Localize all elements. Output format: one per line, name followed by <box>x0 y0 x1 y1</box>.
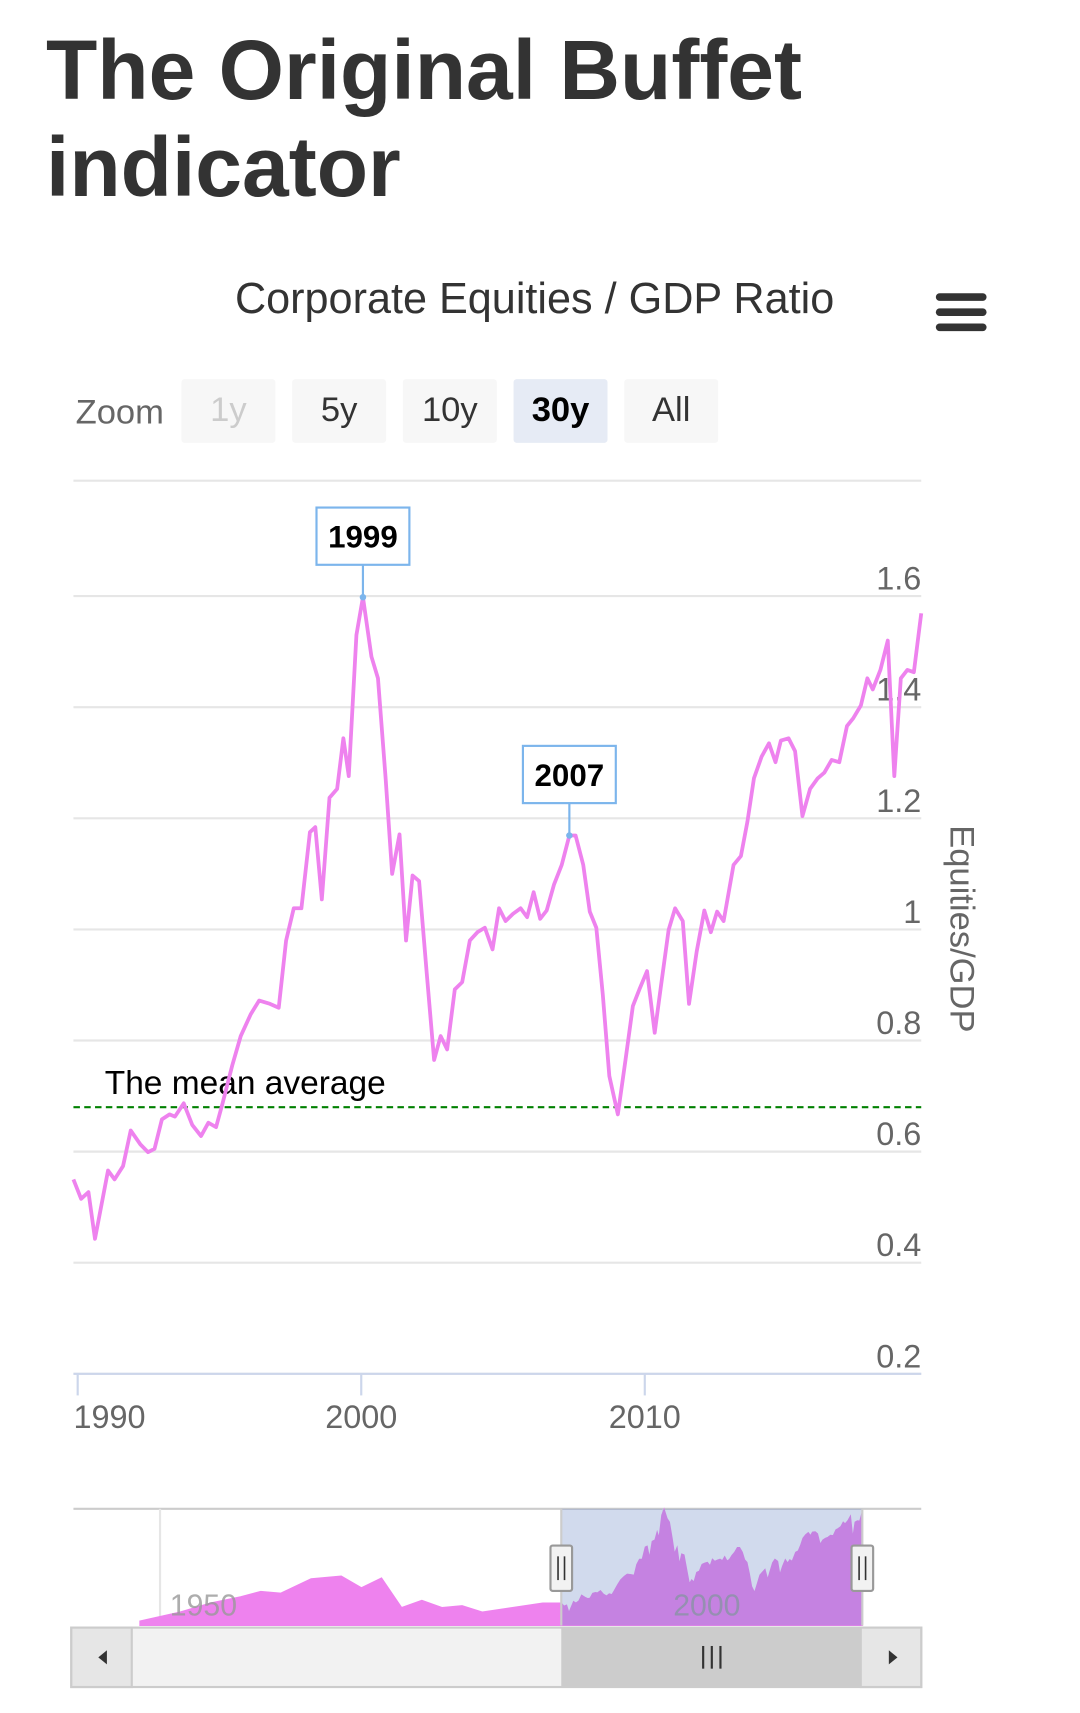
zoom-button[interactable]: 30y <box>513 379 608 443</box>
menu-button[interactable] <box>935 293 987 332</box>
zoom-button-bg <box>292 379 387 443</box>
x-tick-label: 1990 <box>73 1399 145 1435</box>
annotation-box <box>315 506 411 566</box>
scrollbar-arrow <box>888 1650 898 1665</box>
navigator-handle[interactable] <box>850 1544 875 1592</box>
zoom-buttons: 1y 5y 10y 30y All <box>181 379 719 443</box>
annotation-point <box>566 832 573 839</box>
y-axis-title: Equities/GDP <box>942 825 980 1032</box>
navigator-handle-body <box>549 1544 574 1592</box>
zoom-button[interactable]: All <box>624 379 719 443</box>
annotation-point <box>359 593 367 601</box>
mean-line-label: The mean average <box>105 1065 386 1102</box>
chart-title: Corporate Equities / GDP Ratio <box>235 275 834 323</box>
scrollbar-right-button[interactable] <box>859 1626 923 1689</box>
zoom-button-label: 1y <box>210 391 247 429</box>
scrollbar-left-button[interactable] <box>70 1626 133 1689</box>
navigator-selection <box>561 1508 863 1626</box>
annotation-box <box>521 744 617 805</box>
y-tick-label: 0.2 <box>876 1338 921 1374</box>
zoom-button-bg <box>402 379 497 443</box>
annotation-label: 1999 <box>328 520 398 555</box>
series-line <box>71 595 924 1241</box>
x-tick-label: 2010 <box>609 1399 681 1435</box>
y-tick-label: 0.8 <box>876 1005 921 1041</box>
annotation-label: 2007 <box>535 758 605 793</box>
page-title: The Original Buffet indicator <box>46 23 802 214</box>
navigator-handle[interactable] <box>549 1544 574 1592</box>
zoom-button-label: 10y <box>422 391 478 429</box>
navigator-tick-label: 2000 <box>673 1590 740 1623</box>
navigator-area <box>560 1507 863 1626</box>
y-tick-label: 1 <box>903 894 921 930</box>
navigator-handle-body <box>850 1544 875 1592</box>
zoom-button-label: 30y <box>532 391 590 429</box>
plot: The mean average 1999 2007 <box>71 506 924 1241</box>
y-tick-label: 1.6 <box>876 561 921 597</box>
y-tick-label: 0.4 <box>876 1227 921 1263</box>
zoom-button[interactable]: 5y <box>292 379 387 443</box>
y-tick-label: 1.2 <box>876 783 921 819</box>
zoom-button-bg <box>624 379 719 443</box>
scrollbar-arrow <box>98 1650 107 1665</box>
zoom-label: Zoom <box>76 393 164 431</box>
navigator: 1950 2000 <box>70 1507 923 1689</box>
zoom-button[interactable]: 10y <box>402 379 497 443</box>
zoom-button[interactable]: 1y <box>181 379 276 443</box>
zoom-button-label: All <box>652 391 690 429</box>
zoom-button-bg <box>181 379 276 443</box>
y-tick-label: 0.6 <box>876 1116 921 1152</box>
navigator-tick-label: 1950 <box>170 1590 237 1623</box>
x-tick-label: 2000 <box>325 1399 397 1435</box>
zoom-button-label: 5y <box>321 391 358 429</box>
zoom-button-bg <box>513 379 608 443</box>
navigator-area <box>139 1575 562 1626</box>
